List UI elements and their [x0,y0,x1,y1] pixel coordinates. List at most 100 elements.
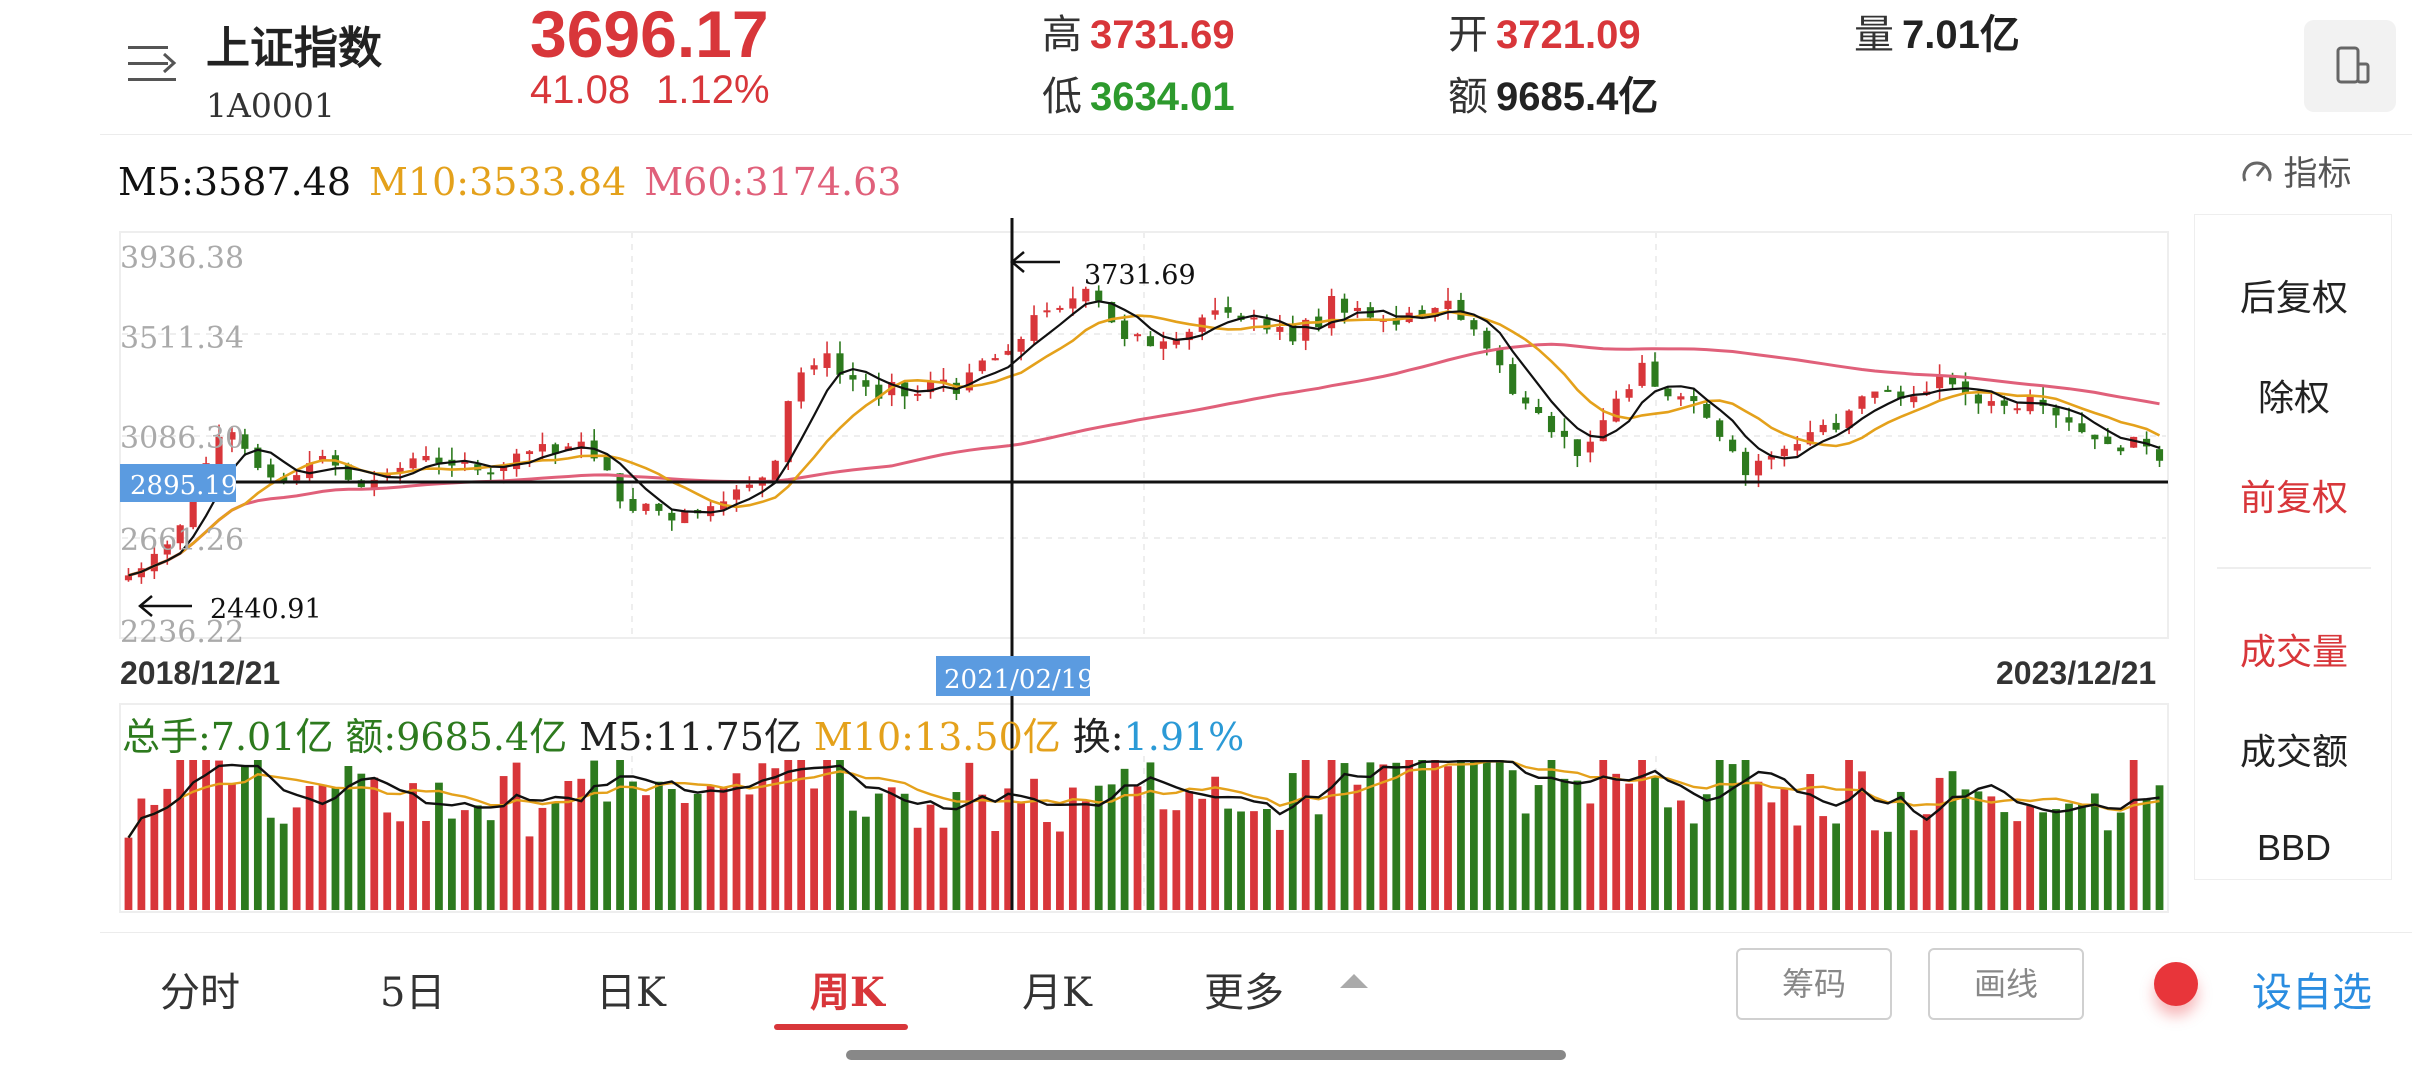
min-marker-arrowhead [138,595,153,617]
volume-bar [1702,794,1711,910]
candle-body [564,446,572,451]
candle-body [978,360,986,372]
amount-option[interactable]: 成交额 [2239,731,2348,772]
candle-body [1819,424,1827,433]
rear-adjust-option[interactable]: 后复权 [2239,277,2348,318]
price-change: 41.08 1.12% [530,68,796,113]
phone-rotate-button[interactable] [2304,20,2396,112]
draw-line-button[interactable]: 画线 [1928,948,2084,1020]
candle-body [215,436,223,467]
volume-bar [810,788,818,910]
candle-body [629,498,637,511]
candle-body [1483,330,1491,349]
min-marker-label: 2440.91 [210,594,322,625]
volume-bar [732,773,741,910]
tab-weekly[interactable]: 周K [810,969,885,1016]
candle-body [1522,397,1530,404]
candles [124,285,2164,584]
volume-option[interactable]: 成交量 [2239,631,2348,672]
candle-body [1560,430,1569,437]
volume-bar [1599,760,1608,910]
volume-bar [538,807,547,910]
ex-rights-option[interactable]: 除权 [2257,377,2330,418]
candle-body [681,510,689,524]
front-adjust-option[interactable]: 前复权 [2239,477,2348,518]
volume-bar [1482,760,1491,910]
volume-bar [435,782,443,910]
volume-bar [680,802,689,910]
volume-bar [176,760,185,910]
volume-bar [512,762,521,910]
volume-bar [719,786,728,910]
volume-bar [1534,785,1543,910]
volume-bar [150,804,159,910]
candle-body [1806,432,1814,445]
volume-bar [1676,800,1685,910]
candle-body [1418,309,1426,316]
volume-bar [1418,760,1427,910]
chevron-up-icon[interactable] [1340,974,1368,988]
crosshair-date: 2021/02/19 [944,665,1094,695]
add-to-watchlist-button[interactable]: 设自选 [2252,971,2372,1015]
volume-bar [1625,783,1634,910]
menu-lines-icon[interactable] [128,40,180,88]
indicator-button[interactable]: 指标 [2240,146,2351,195]
candle-body [1897,391,1905,399]
candle-body [1535,407,1543,414]
home-indicator [846,1050,1566,1060]
candle-body [293,475,301,481]
candle-body [228,432,236,440]
candle-body [1625,389,1633,398]
index-title: 上证指数 [206,24,382,73]
tab-monthly[interactable]: 月K [1022,970,1092,1016]
volume-bar [1896,791,1905,910]
volume-bar [292,807,301,910]
tab-5day[interactable]: 5日 [380,970,446,1016]
volume-bar [1495,760,1504,910]
volume-bar [1845,760,1853,910]
candle-body [1910,396,1918,403]
ma5-line [128,300,2160,577]
candle-body [1095,290,1103,301]
x-end-label: 2023/12/21 [1996,655,2156,691]
volume-bar [1314,814,1323,910]
bbd-option[interactable]: BBD [2256,827,2332,868]
volume-bar [745,794,754,910]
candle-body [1340,298,1349,313]
tab-more[interactable]: 更多 [1204,970,1284,1016]
turnover-label: 换: [1072,715,1124,759]
volume-bar [1379,764,1388,910]
candle-body [1974,394,1982,404]
high-label: 高 [1042,13,1082,57]
candle-body [1004,350,1012,355]
volume-bar [2000,812,2009,910]
volume-bar [1081,801,1090,910]
volume-bar [629,781,637,910]
volume-bar [1288,773,1297,910]
tab-daily[interactable]: 日K [596,970,666,1016]
volume-bar [1366,762,1375,910]
candle-body [1858,396,1866,409]
volume-bar [1004,788,1013,910]
volume-bar [1030,778,1038,910]
volume-bar [2103,830,2112,910]
chips-button[interactable]: 筹码 [1736,948,1892,1020]
volume-bar [1275,829,1284,910]
candle-body [655,503,663,511]
volume-bar [2116,812,2125,910]
candle-body [939,379,948,383]
candle-body [163,544,171,555]
ma10-line [128,310,2161,577]
record-dot-icon[interactable] [2154,962,2198,1006]
candle-body [2130,436,2138,448]
candle-body [1612,398,1620,422]
tab-intraday[interactable]: 分时 [160,970,240,1016]
volume-bar [422,820,430,910]
volume-bar [978,794,987,910]
candle-body [1198,317,1206,332]
volume-bar [654,781,663,910]
candle-body [370,479,378,488]
candle-body [1289,324,1297,342]
crosshair-date-box [936,656,1090,696]
